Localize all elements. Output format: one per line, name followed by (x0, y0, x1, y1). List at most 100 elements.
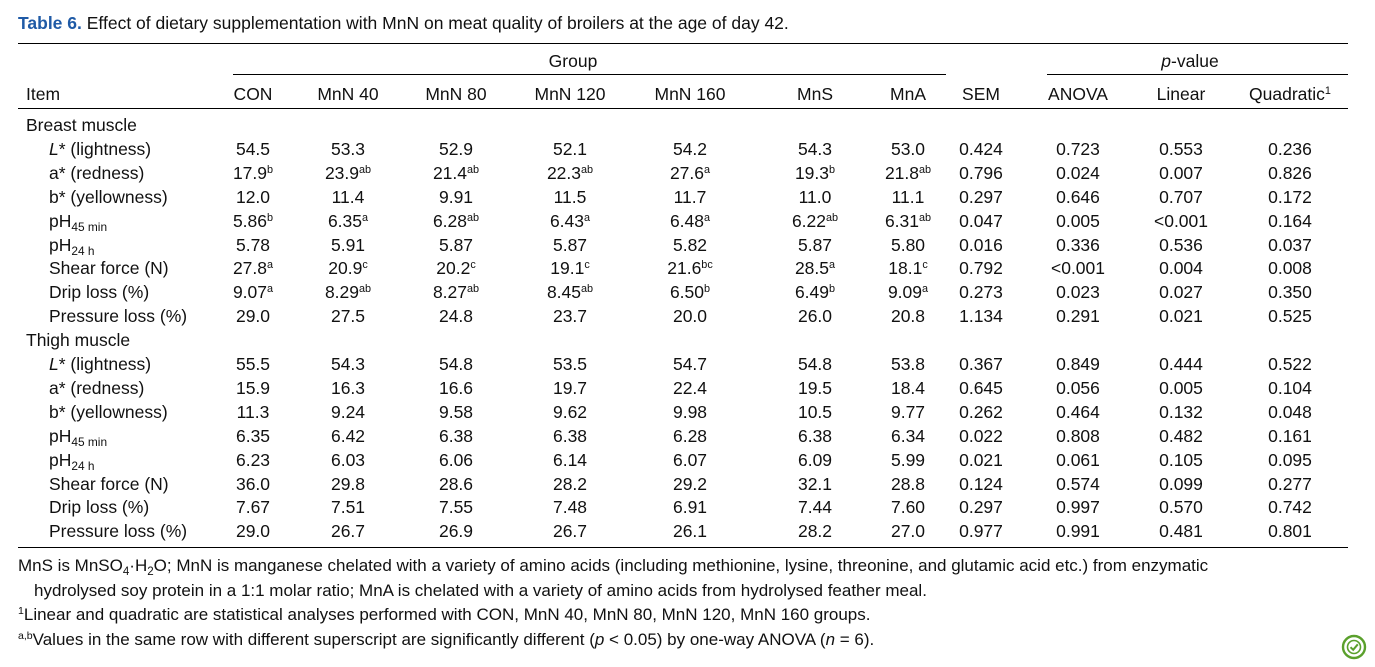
row-label: b* (yellowness) (49, 186, 168, 207)
data-cell: 11.0 (799, 185, 832, 209)
group-col-header: CON (233, 84, 273, 104)
pvalue-cell: 0.464 (1056, 401, 1100, 422)
cell-value: 6.28 (672, 425, 708, 446)
cell-value: 6.38 (552, 425, 588, 446)
sem-cell: 0.262 (959, 401, 1003, 422)
data-cell: 21.4ab (433, 161, 479, 185)
cell-value: 54.2 (672, 138, 708, 159)
pvalue-cell: 0.161 (1268, 425, 1312, 446)
table-label: Table 6. (18, 13, 82, 33)
cell-value: 28.2 (552, 473, 588, 494)
row-label: Shear force (N) (49, 473, 169, 494)
cell-value: 9.77 (890, 401, 926, 422)
data-cell: 5.87 (439, 233, 473, 257)
data-cell: 9.98 (673, 400, 707, 424)
cell-value: 28.8 (890, 473, 926, 494)
data-cell: 17.9b (233, 161, 273, 185)
pvalue-cell: 0.646 (1056, 186, 1100, 207)
data-cell: 11.1 (892, 185, 925, 209)
data-cell: 6.06 (439, 448, 473, 472)
row-label: L* (lightness) (49, 352, 151, 376)
significance-letter: a (362, 211, 369, 224)
sem-cell: 0.792 (959, 258, 1003, 279)
pvalue-cell: 0.095 (1268, 449, 1312, 470)
data-cell: 6.28 (673, 424, 707, 448)
data-cell: 28.6 (439, 472, 473, 496)
pvalue-cell: 0.027 (1159, 282, 1203, 303)
pvalue-cell: 0.236 (1268, 138, 1312, 159)
significance-letter: b (829, 283, 836, 296)
cell-value: 52.9 (438, 138, 474, 159)
data-cell: 10.5 (798, 400, 832, 424)
cell-value: 6.35 (235, 425, 271, 446)
row-label-subscript: 24 h (71, 458, 95, 473)
data-cell: 36.0 (236, 472, 270, 496)
pvalue-cell: 0.056 (1056, 377, 1100, 398)
cell-value: 11.1 (891, 186, 925, 207)
cell-value: 54.8 (797, 354, 833, 374)
row-label: Pressure loss (%) (49, 306, 188, 327)
cell-value: 15.9 (235, 377, 271, 398)
significance-letter: ab (359, 163, 372, 176)
pvalue-cell: 0.826 (1268, 162, 1312, 183)
data-cell: 5.80 (891, 233, 925, 257)
data-cell: 6.28ab (433, 209, 479, 233)
sem-cell: 0.124 (959, 473, 1003, 494)
significance-letter: a (829, 259, 836, 272)
group-col-header: MnN 40 (317, 84, 379, 104)
data-cell: 26.7 (331, 519, 365, 543)
footnote-2: a,bValues in the same row with different… (18, 629, 875, 649)
significance-letter: a (267, 283, 274, 296)
row-label: b* (yellowness) (49, 401, 168, 422)
row-label: pH45 min (49, 209, 107, 233)
cell-value: 55.5 (235, 354, 271, 374)
data-cell: 29.2 (673, 472, 707, 496)
cell-value: 19.3 (794, 162, 830, 183)
cell-value: 7.48 (552, 497, 588, 518)
cell-value: 16.3 (330, 377, 366, 398)
cell-value: 29.0 (235, 306, 271, 327)
pvalue-cell: 0.048 (1268, 401, 1312, 422)
row-label-base: pH (49, 234, 72, 255)
data-cell: 6.09 (798, 448, 832, 472)
pvalue-cell: 0.350 (1268, 282, 1312, 303)
pvalue-header: p-value (1161, 51, 1219, 71)
significance-letter: a (922, 283, 929, 296)
cell-value: 11.5 (553, 186, 587, 207)
pvalue-cell: 0.005 (1159, 377, 1203, 398)
data-cell: 6.35a (328, 209, 368, 233)
data-cell: 54.8 (439, 352, 473, 376)
significance-letter: ab (467, 163, 480, 176)
cell-value: 19.7 (552, 377, 588, 398)
cell-value: 7.60 (890, 497, 926, 518)
data-cell: 6.07 (673, 448, 707, 472)
row-label-subscript: 45 min (71, 219, 108, 234)
cell-value: 6.22 (791, 210, 826, 231)
sem-cell: 0.367 (959, 354, 1003, 374)
pvalue-cell: 0.037 (1268, 234, 1312, 255)
data-cell: 19.1c (550, 256, 589, 280)
significance-letter: ab (467, 211, 480, 224)
data-cell: 6.14 (553, 448, 587, 472)
cell-value: 5.82 (672, 234, 708, 255)
group-col-header: MnS (797, 84, 833, 104)
cell-value: 20.9 (328, 258, 363, 279)
data-cell: 53.5 (553, 352, 587, 376)
pvalue-col-header: Linear (1157, 82, 1206, 106)
pvalue-col-header: ANOVA (1048, 82, 1108, 106)
cell-value: 9.98 (672, 401, 708, 422)
significance-letter: c (922, 259, 928, 272)
cell-value: 53.5 (552, 354, 588, 374)
cell-value: 54.7 (672, 354, 708, 374)
pvalue-cell: 0.007 (1159, 162, 1203, 183)
sem-cell: 0.297 (959, 497, 1003, 518)
sem-cell: 0.297 (959, 186, 1003, 207)
footnote-marker: 1 (1324, 85, 1331, 98)
data-cell: 8.29ab (325, 280, 371, 304)
cell-value: 6.38 (438, 425, 474, 446)
cell-value: 6.31 (884, 210, 919, 231)
crossref-check-icon[interactable] (1341, 634, 1367, 660)
pvalue-cell: 0.522 (1268, 354, 1312, 374)
data-cell: 7.60 (891, 495, 925, 519)
data-cell: 6.38 (798, 424, 832, 448)
